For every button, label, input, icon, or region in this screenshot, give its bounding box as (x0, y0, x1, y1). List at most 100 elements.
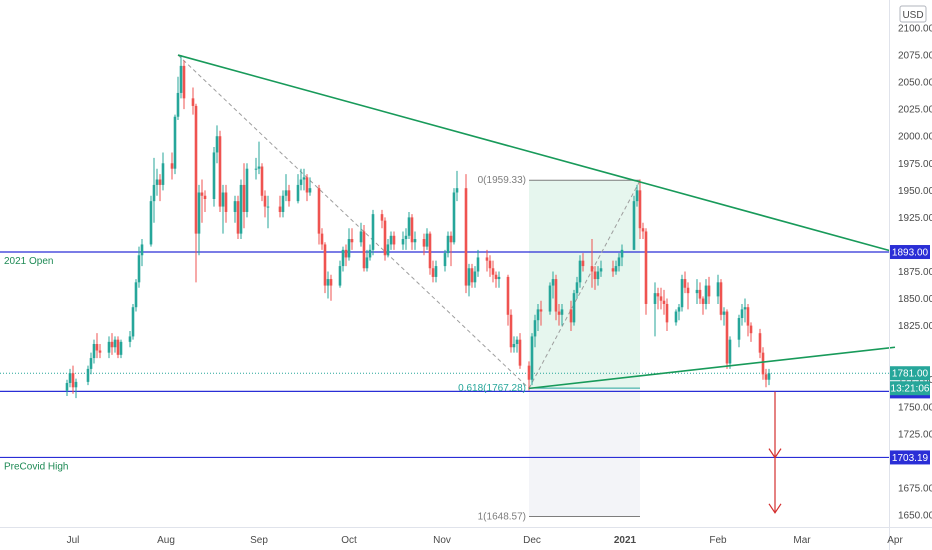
candle-body (182, 65, 186, 99)
time-tick-label: 2021 (614, 535, 637, 546)
time-tick-label: Feb (709, 535, 727, 546)
candle-body (638, 190, 642, 229)
candle-body (179, 65, 183, 93)
candle-body (170, 163, 174, 169)
candle-body (470, 268, 474, 283)
candle-body (764, 374, 768, 380)
candle-body (233, 201, 237, 212)
candle-body (719, 282, 723, 315)
candle-body (443, 253, 447, 267)
currency-label: USD (902, 10, 923, 21)
candle-body (515, 339, 519, 345)
lower-trendline[interactable] (528, 346, 896, 390)
fib-retracement[interactable]: 0(1959.33) 0.618(1767.28) 1(1648.57) (177, 54, 641, 523)
fib-level-label: 0(1959.33) (478, 175, 526, 186)
fib-anchor-line-2 (528, 180, 641, 389)
candle-body (506, 276, 510, 315)
candle-body (686, 287, 690, 294)
candle-body (308, 188, 312, 193)
price-tick-label: 1675.00 (898, 483, 932, 494)
candle-body (737, 318, 741, 340)
candle-body (68, 373, 72, 383)
candle-body (128, 336, 132, 342)
candle-body (722, 311, 726, 315)
candle-body (476, 257, 480, 272)
candle-body (659, 296, 663, 301)
candle-body (635, 190, 639, 202)
candle-body (644, 231, 648, 304)
candle-body (641, 228, 645, 232)
candle-body (110, 341, 114, 348)
candle-body (155, 179, 159, 185)
candle-body (557, 311, 561, 315)
price-tick-label: 1975.00 (898, 159, 932, 170)
candle-body (452, 192, 456, 243)
candle-body (617, 257, 621, 267)
candle-body (191, 98, 195, 106)
candles (65, 55, 771, 399)
trendlines[interactable] (177, 54, 896, 390)
price-tick-label: 1750.00 (898, 402, 932, 413)
candle-body (473, 271, 477, 283)
candle-body (317, 188, 321, 234)
candle-body (347, 239, 351, 258)
candle-body (161, 163, 165, 185)
candle-body (242, 184, 246, 212)
price-axis-ticks: 1650.00 1675.00 1725.00 1750.00 1775.00 1825.… (898, 24, 932, 522)
candle-body (767, 373, 771, 380)
candle-body (284, 190, 288, 196)
candle-body (653, 293, 657, 304)
candle-body (707, 285, 711, 297)
price-tick-label: 2000.00 (898, 132, 932, 143)
candle-body (281, 195, 285, 212)
candle-body (266, 206, 270, 208)
candle-body (662, 300, 666, 304)
candle-body (410, 217, 414, 243)
candle-body (512, 344, 516, 348)
candle-body (674, 311, 678, 323)
candle-body (221, 192, 225, 207)
candle-body (107, 341, 111, 353)
candle-body (698, 289, 702, 299)
candle-body (296, 184, 300, 202)
candle-body (596, 271, 600, 280)
candle-body (572, 293, 576, 323)
candle-body (491, 268, 495, 275)
candle-body (575, 282, 579, 294)
candle-body (137, 255, 141, 283)
candle-body (554, 279, 558, 312)
candle-body (740, 309, 744, 319)
candle-body (74, 381, 78, 388)
fib-zone-lower (529, 388, 640, 517)
candle-body (305, 177, 309, 193)
candle-body (218, 136, 222, 207)
candle-body (725, 311, 729, 364)
candle-body (533, 320, 537, 337)
countdown-text: 13:21:06 (891, 384, 930, 395)
current-price-tag-text: 1781.00 (892, 369, 929, 380)
candle-body (488, 260, 492, 269)
candle-body (581, 260, 585, 267)
candle-body (350, 239, 354, 243)
time-tick-label: Apr (887, 535, 903, 546)
candle-body (680, 279, 684, 308)
upper-trendline[interactable] (177, 54, 896, 253)
candle-body (197, 192, 201, 234)
level-price-tag (890, 245, 930, 260)
candle-body (431, 268, 435, 277)
price-tick-label: 2100.00 (898, 24, 932, 35)
candle-body (407, 217, 411, 236)
candle-body (368, 249, 372, 258)
price-tick-label: 1650.00 (898, 511, 932, 522)
candle-body (701, 298, 705, 304)
currency-badge[interactable] (899, 5, 927, 23)
candle-body (371, 214, 375, 250)
candle-body (446, 235, 450, 254)
candle-body (389, 235, 393, 245)
candle-body (338, 266, 342, 286)
candle-body (254, 168, 258, 170)
candle-body (449, 235, 453, 243)
candle-body (494, 274, 498, 280)
candle-body (344, 249, 348, 258)
